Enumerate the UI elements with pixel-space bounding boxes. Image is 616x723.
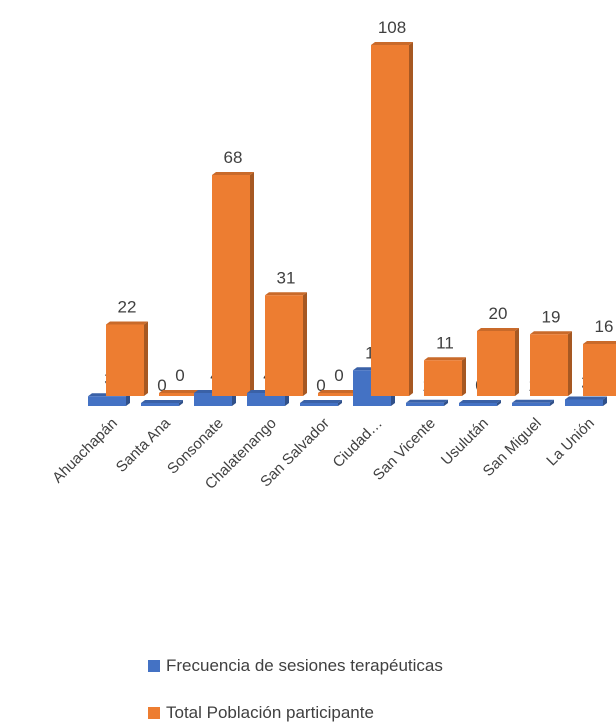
bar-s1-9	[565, 399, 603, 406]
bar-side-s2-2	[250, 172, 254, 396]
legend-swatch-series-2	[148, 707, 160, 719]
bar-side-s1-9	[603, 396, 607, 406]
bar-top-s1-4	[300, 400, 342, 403]
bar-top-s2-2	[212, 172, 254, 175]
bar-s2-7	[477, 331, 515, 396]
bar-s1-8	[512, 402, 550, 406]
bar-s1-0	[88, 396, 126, 406]
bar-s2-2	[212, 175, 250, 396]
bar-top-s2-4	[318, 390, 360, 393]
bar-top-s2-5	[371, 42, 413, 45]
bar-side-s2-0	[144, 321, 148, 396]
bar-side-s1-1	[179, 400, 183, 406]
bar-side-s2-6	[462, 357, 466, 396]
category-label-0: Ahuachapán	[49, 415, 121, 487]
data-label-s2-7: 20	[489, 304, 508, 323]
bar-top-s1-9	[565, 396, 607, 400]
bar-top-s2-3	[265, 292, 307, 296]
bar-side-s1-7	[497, 400, 501, 406]
bar-side-s2-8	[568, 331, 572, 396]
bar-top-s1-6	[406, 399, 448, 403]
bar-top-s2-9	[583, 341, 616, 344]
legend-label-series-1: Frecuencia de sesiones terapéuticas	[166, 656, 443, 675]
bar-top-s2-8	[530, 331, 572, 335]
bar-s1-7	[459, 403, 497, 406]
bar-s1-3	[247, 393, 285, 406]
category-label-5: Ciudad…	[330, 415, 386, 471]
data-label-s1-1: 0	[157, 376, 166, 395]
bar-side-s1-4	[338, 400, 342, 406]
bar-s2-1	[159, 393, 197, 396]
bar-s2-0	[106, 324, 144, 396]
bar-top-s2-6	[424, 357, 466, 361]
bar-s1-6	[406, 402, 444, 406]
bar-side-s1-6	[444, 399, 448, 406]
data-label-s1-4: 0	[316, 376, 325, 395]
data-label-s2-0: 22	[118, 298, 137, 317]
data-label-s2-4: 0	[334, 366, 343, 385]
data-label-s2-6: 11	[436, 333, 454, 352]
bar-side-s1-8	[550, 399, 554, 406]
data-label-s2-1: 0	[175, 366, 184, 385]
data-label-s2-3: 31	[277, 268, 296, 287]
bar-side-s2-3	[303, 292, 307, 396]
bar-s2-3	[265, 295, 303, 396]
bar-top-s2-0	[106, 321, 148, 325]
bar-s1-1	[141, 403, 179, 406]
data-label-s2-9: 16	[595, 317, 614, 336]
bar-s1-4	[300, 403, 338, 406]
data-label-s2-2: 68	[224, 148, 243, 167]
bar-top-s1-1	[141, 400, 183, 403]
legend-swatch-series-1	[148, 660, 160, 672]
bar-side-s1-0	[126, 393, 130, 406]
bar-s2-5	[371, 45, 409, 396]
bar-s2-6	[424, 360, 462, 396]
legend-item-series-1: Frecuencia de sesiones terapéuticas	[148, 656, 443, 676]
bar-top-s1-8	[512, 399, 554, 403]
data-label-s2-8: 19	[542, 307, 561, 326]
legend-item-series-2: Total Población participante	[148, 703, 374, 723]
bar-side-s2-7	[515, 328, 519, 396]
data-label-s2-5: 108	[378, 18, 406, 37]
bar-s2-8	[530, 334, 568, 396]
bar-s1-2	[194, 393, 232, 406]
category-label-9: La Unión	[543, 415, 597, 469]
legend-label-series-2: Total Población participante	[166, 703, 374, 722]
bar-top-s2-7	[477, 328, 519, 331]
bar-top-s2-1	[159, 390, 201, 393]
bar-top-s1-7	[459, 400, 501, 403]
bar-s2-9	[583, 344, 616, 396]
bar-s2-4	[318, 393, 356, 396]
bar-side-s2-5	[409, 42, 413, 396]
category-label-7: Usulután	[438, 415, 492, 469]
